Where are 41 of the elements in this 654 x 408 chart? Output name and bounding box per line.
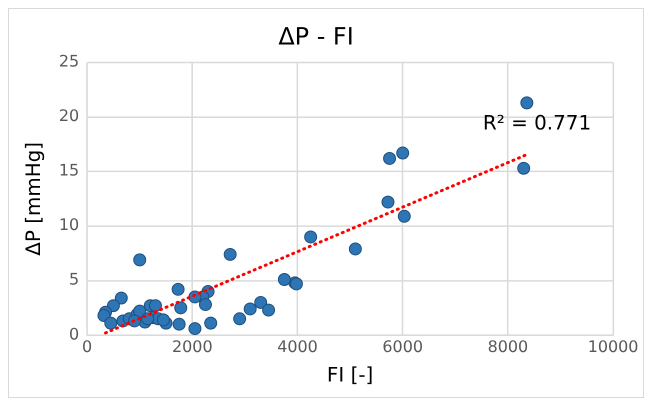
x-tick-label: 0	[82, 336, 92, 356]
annotation: R² = 0.771	[482, 111, 592, 134]
point	[254, 296, 268, 309]
point	[104, 316, 118, 330]
x-tick-label: 10000	[588, 336, 638, 356]
y-tick-label: 15	[58, 160, 80, 180]
point	[262, 304, 276, 317]
x-tick-label: 4000	[277, 336, 318, 356]
point	[381, 196, 394, 209]
point	[520, 96, 534, 110]
point	[149, 299, 162, 312]
y-tick-label: 20	[58, 106, 80, 126]
point	[396, 146, 410, 160]
point	[156, 313, 170, 326]
point	[348, 242, 362, 256]
point	[278, 273, 291, 286]
point	[114, 292, 128, 305]
x-tick-label: 6000	[382, 336, 423, 356]
point	[517, 162, 530, 175]
x-tick-label: 2000	[172, 336, 213, 356]
chart-title: ΔP - FI	[278, 22, 354, 50]
point	[304, 230, 318, 244]
y-axis-title: ΔP [mmHg]	[22, 142, 46, 256]
point	[133, 253, 146, 266]
y-tick-label: 10	[58, 215, 80, 234]
point	[224, 248, 237, 261]
point	[174, 301, 188, 314]
point	[398, 210, 411, 223]
point	[383, 152, 396, 165]
point	[188, 322, 202, 336]
point	[204, 316, 218, 330]
y-tick-label: 25	[58, 52, 80, 71]
y-tick-label: 0	[68, 324, 80, 344]
point	[198, 298, 212, 312]
x-axis-title: FI [-]	[326, 363, 374, 386]
point	[244, 302, 257, 316]
point	[172, 282, 185, 296]
x-tick-label: 8000	[488, 336, 528, 356]
point	[172, 318, 186, 331]
y-tick-label: 5	[68, 270, 80, 289]
point	[233, 312, 246, 326]
